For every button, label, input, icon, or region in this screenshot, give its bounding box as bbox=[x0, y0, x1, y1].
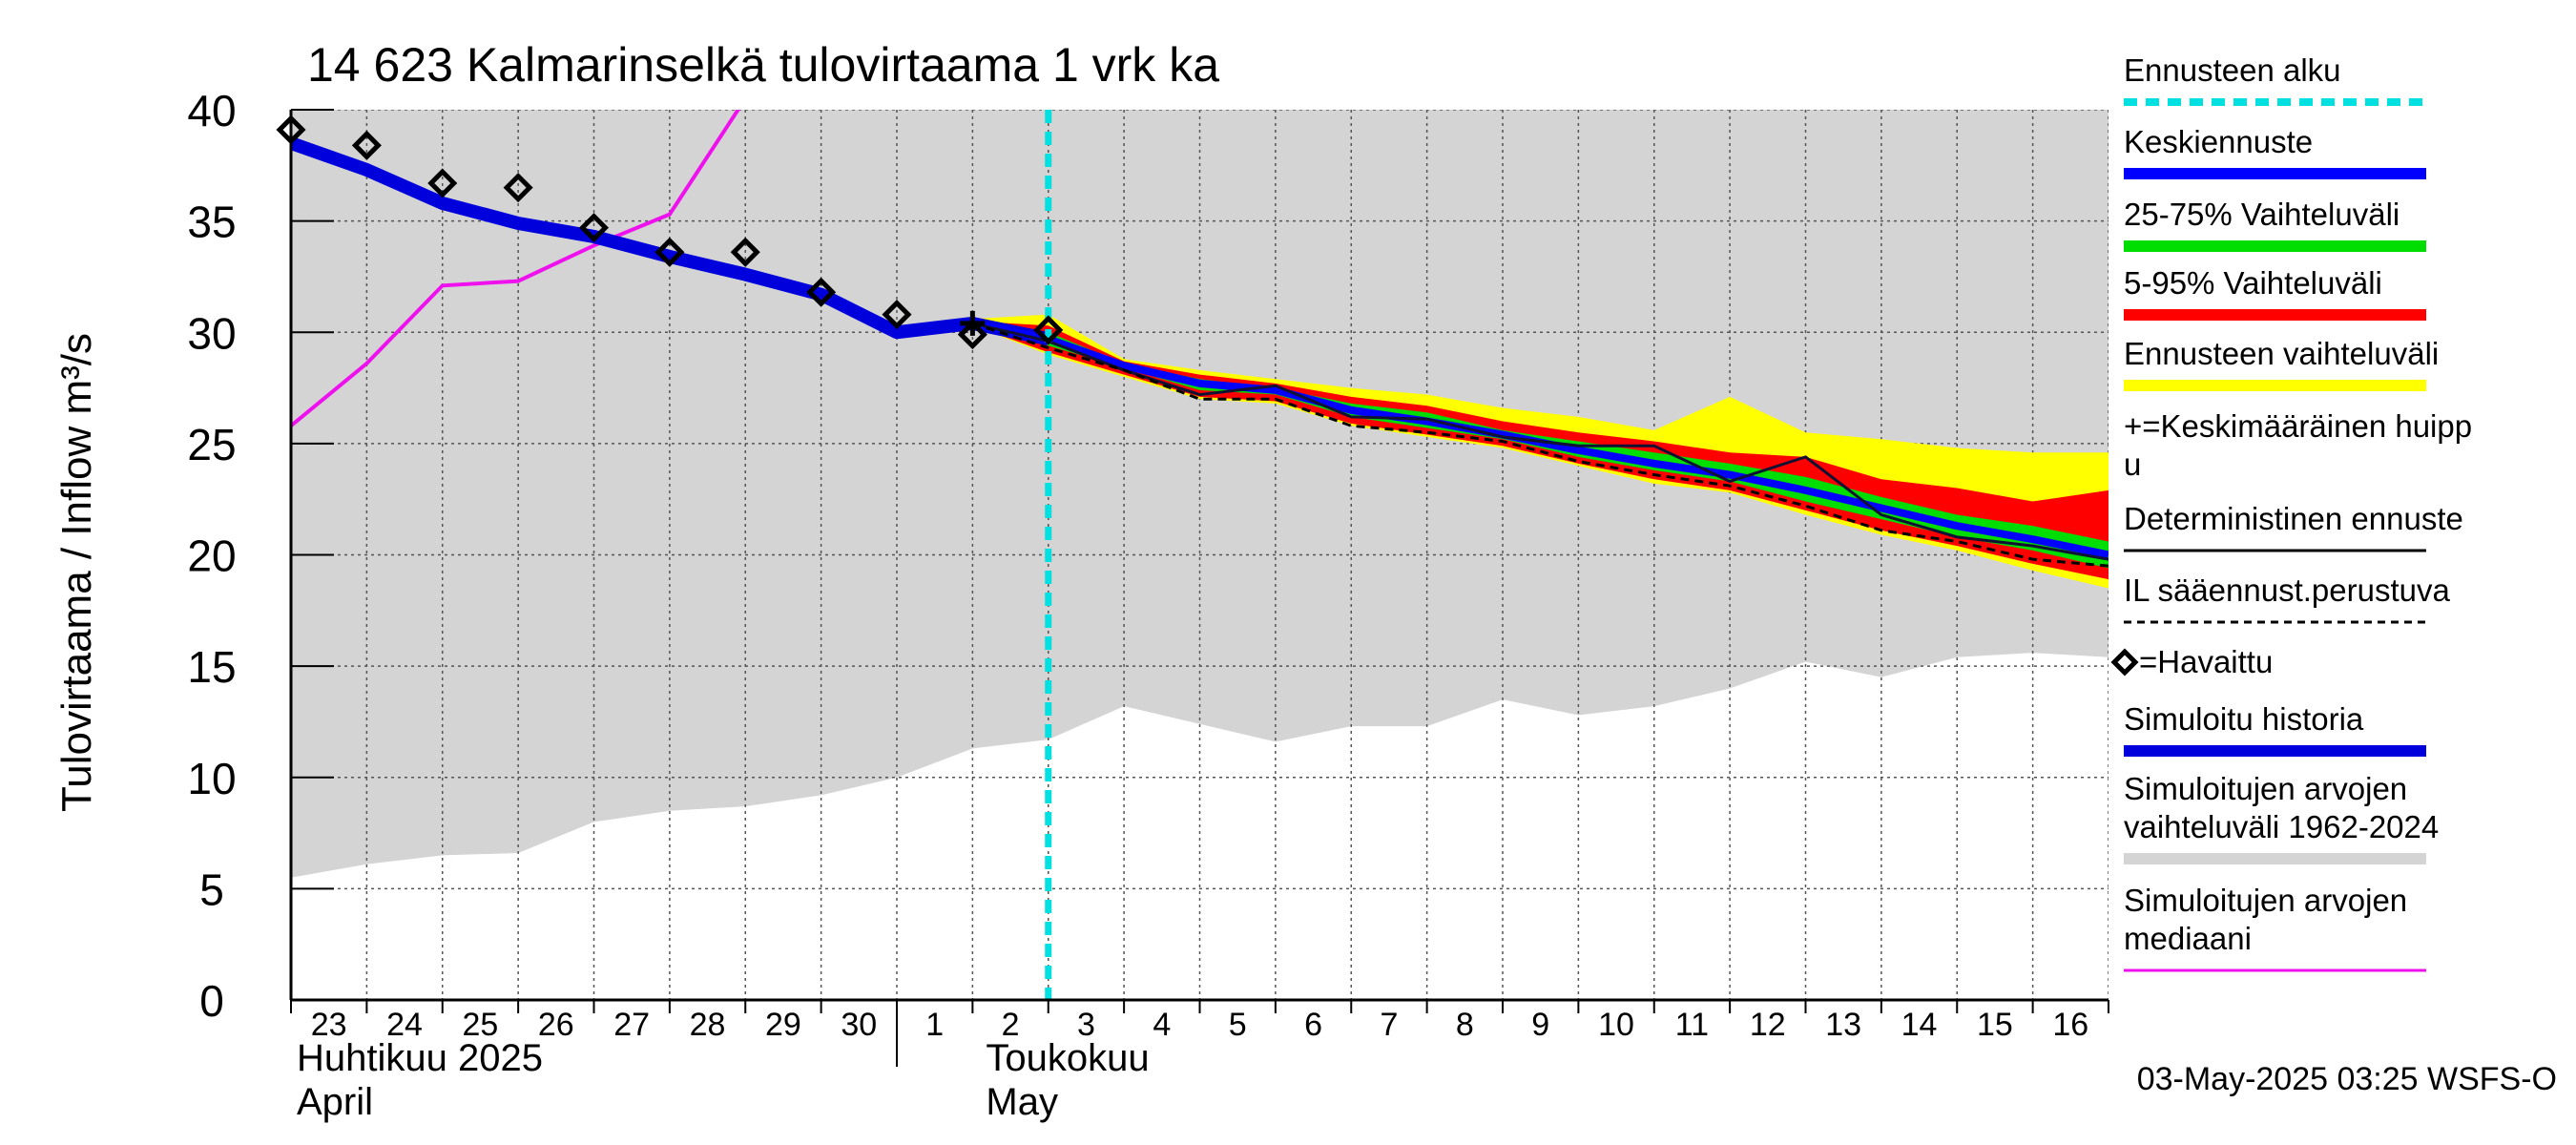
legend-label: Simuloitujen arvojen bbox=[2124, 771, 2407, 806]
legend-label: Ennusteen alku bbox=[2124, 52, 2341, 88]
legend-label-line2: vaihteluväli 1962-2024 bbox=[2124, 809, 2439, 844]
legend-observed-marker bbox=[2110, 648, 2139, 677]
y-tick-label: 20 bbox=[187, 531, 236, 581]
timestamp-footer: 03-May-2025 03:25 WSFS-O bbox=[2137, 1061, 2557, 1097]
month-label-fi: Huhtikuu 2025 bbox=[297, 1037, 543, 1079]
chart-title: 14 623 Kalmarinselkä tulovirtaama 1 vrk … bbox=[307, 38, 1219, 92]
legend-label-line2: u bbox=[2124, 447, 2141, 482]
observed-marker bbox=[503, 173, 533, 203]
x-tick-label: 8 bbox=[1456, 1007, 1474, 1043]
x-tick-label: 23 bbox=[311, 1007, 347, 1043]
x-tick-label: 12 bbox=[1750, 1007, 1786, 1043]
x-tick-label: 3 bbox=[1077, 1007, 1095, 1043]
plot-area bbox=[276, 110, 2109, 1000]
y-axis-label: Tulovirtaama / Inflow m³/s bbox=[53, 333, 100, 812]
plot-content bbox=[291, 110, 2109, 1000]
x-tick-label: 24 bbox=[386, 1007, 423, 1043]
x-tick-label: 9 bbox=[1531, 1007, 1549, 1043]
deterministic-forecast-line bbox=[972, 322, 2109, 561]
y-tick-label: 40 bbox=[187, 86, 236, 135]
x-tick-label: 11 bbox=[1675, 1007, 1709, 1043]
simulated-history-line bbox=[291, 136, 1050, 346]
y-tick-label: 35 bbox=[187, 198, 236, 247]
observed-marker bbox=[957, 320, 987, 350]
y-tick-label: 0 bbox=[199, 976, 224, 1026]
median-line bbox=[291, 110, 741, 427]
legend-label: Keskiennuste bbox=[2124, 124, 2313, 159]
x-tick-label: 1 bbox=[925, 1007, 944, 1043]
x-tick-label: 5 bbox=[1229, 1007, 1247, 1043]
x-tick-label: 30 bbox=[841, 1007, 877, 1043]
x-tick-label: 10 bbox=[1598, 1007, 1634, 1043]
x-tick-label: 25 bbox=[463, 1007, 499, 1043]
observed-marker bbox=[654, 237, 685, 267]
legend-label: Simuloitu historia bbox=[2124, 701, 2364, 737]
x-tick-label: 15 bbox=[1977, 1007, 2013, 1043]
observed-marker bbox=[1033, 315, 1064, 345]
mean-peak-marker bbox=[960, 310, 986, 336]
x-tick-label: 6 bbox=[1304, 1007, 1322, 1043]
month-label-fi: Toukokuu bbox=[986, 1037, 1149, 1079]
legend-label-line2: mediaani bbox=[2124, 921, 2252, 956]
legend-label: Ennusteen vaihteluväli bbox=[2124, 336, 2439, 371]
legend-label: Deterministinen ennuste bbox=[2124, 501, 2463, 536]
observed-marker bbox=[882, 300, 912, 330]
x-tick-label: 14 bbox=[1901, 1007, 1938, 1043]
x-tick-label: 29 bbox=[765, 1007, 801, 1043]
x-tick-label: 28 bbox=[690, 1007, 726, 1043]
x-tick-label: 16 bbox=[2052, 1007, 2088, 1043]
y-tick-label: 5 bbox=[199, 864, 224, 914]
y-tick-label: 30 bbox=[187, 308, 236, 358]
legend-label: 5-95% Vaihteluväli bbox=[2124, 265, 2382, 301]
observed-marker bbox=[578, 213, 610, 243]
x-tick-label: 27 bbox=[613, 1007, 650, 1043]
legend-label: =Havaittu bbox=[2139, 644, 2273, 679]
legend-label: +=Keskimääräinen huipp bbox=[2124, 408, 2472, 444]
x-tick-label: 13 bbox=[1825, 1007, 1861, 1043]
x-tick-label: 2 bbox=[1002, 1007, 1020, 1043]
month-label-en: May bbox=[986, 1081, 1058, 1123]
observed-marker bbox=[806, 277, 837, 307]
x-tick-label: 4 bbox=[1153, 1007, 1171, 1043]
legend-label: IL sääennust.perustuva bbox=[2124, 572, 2450, 608]
observed-marker bbox=[351, 130, 382, 160]
y-tick-label: 15 bbox=[187, 642, 236, 692]
y-tick-label: 25 bbox=[187, 420, 236, 469]
il-forecast-line bbox=[971, 322, 2109, 568]
x-tick-label: 7 bbox=[1380, 1007, 1398, 1043]
month-label-en: April bbox=[297, 1081, 373, 1123]
legend: Ennusteen alku Keskiennuste 25-75% Vaihtel… bbox=[2110, 52, 2472, 972]
legend-label: Simuloitujen arvojen bbox=[2124, 883, 2407, 918]
y-tick-label: 10 bbox=[187, 754, 236, 803]
x-tick-label: 26 bbox=[538, 1007, 574, 1043]
observed-marker bbox=[427, 168, 458, 198]
legend-label: 25-75% Vaihteluväli bbox=[2124, 197, 2399, 232]
observed-marker bbox=[730, 237, 760, 267]
